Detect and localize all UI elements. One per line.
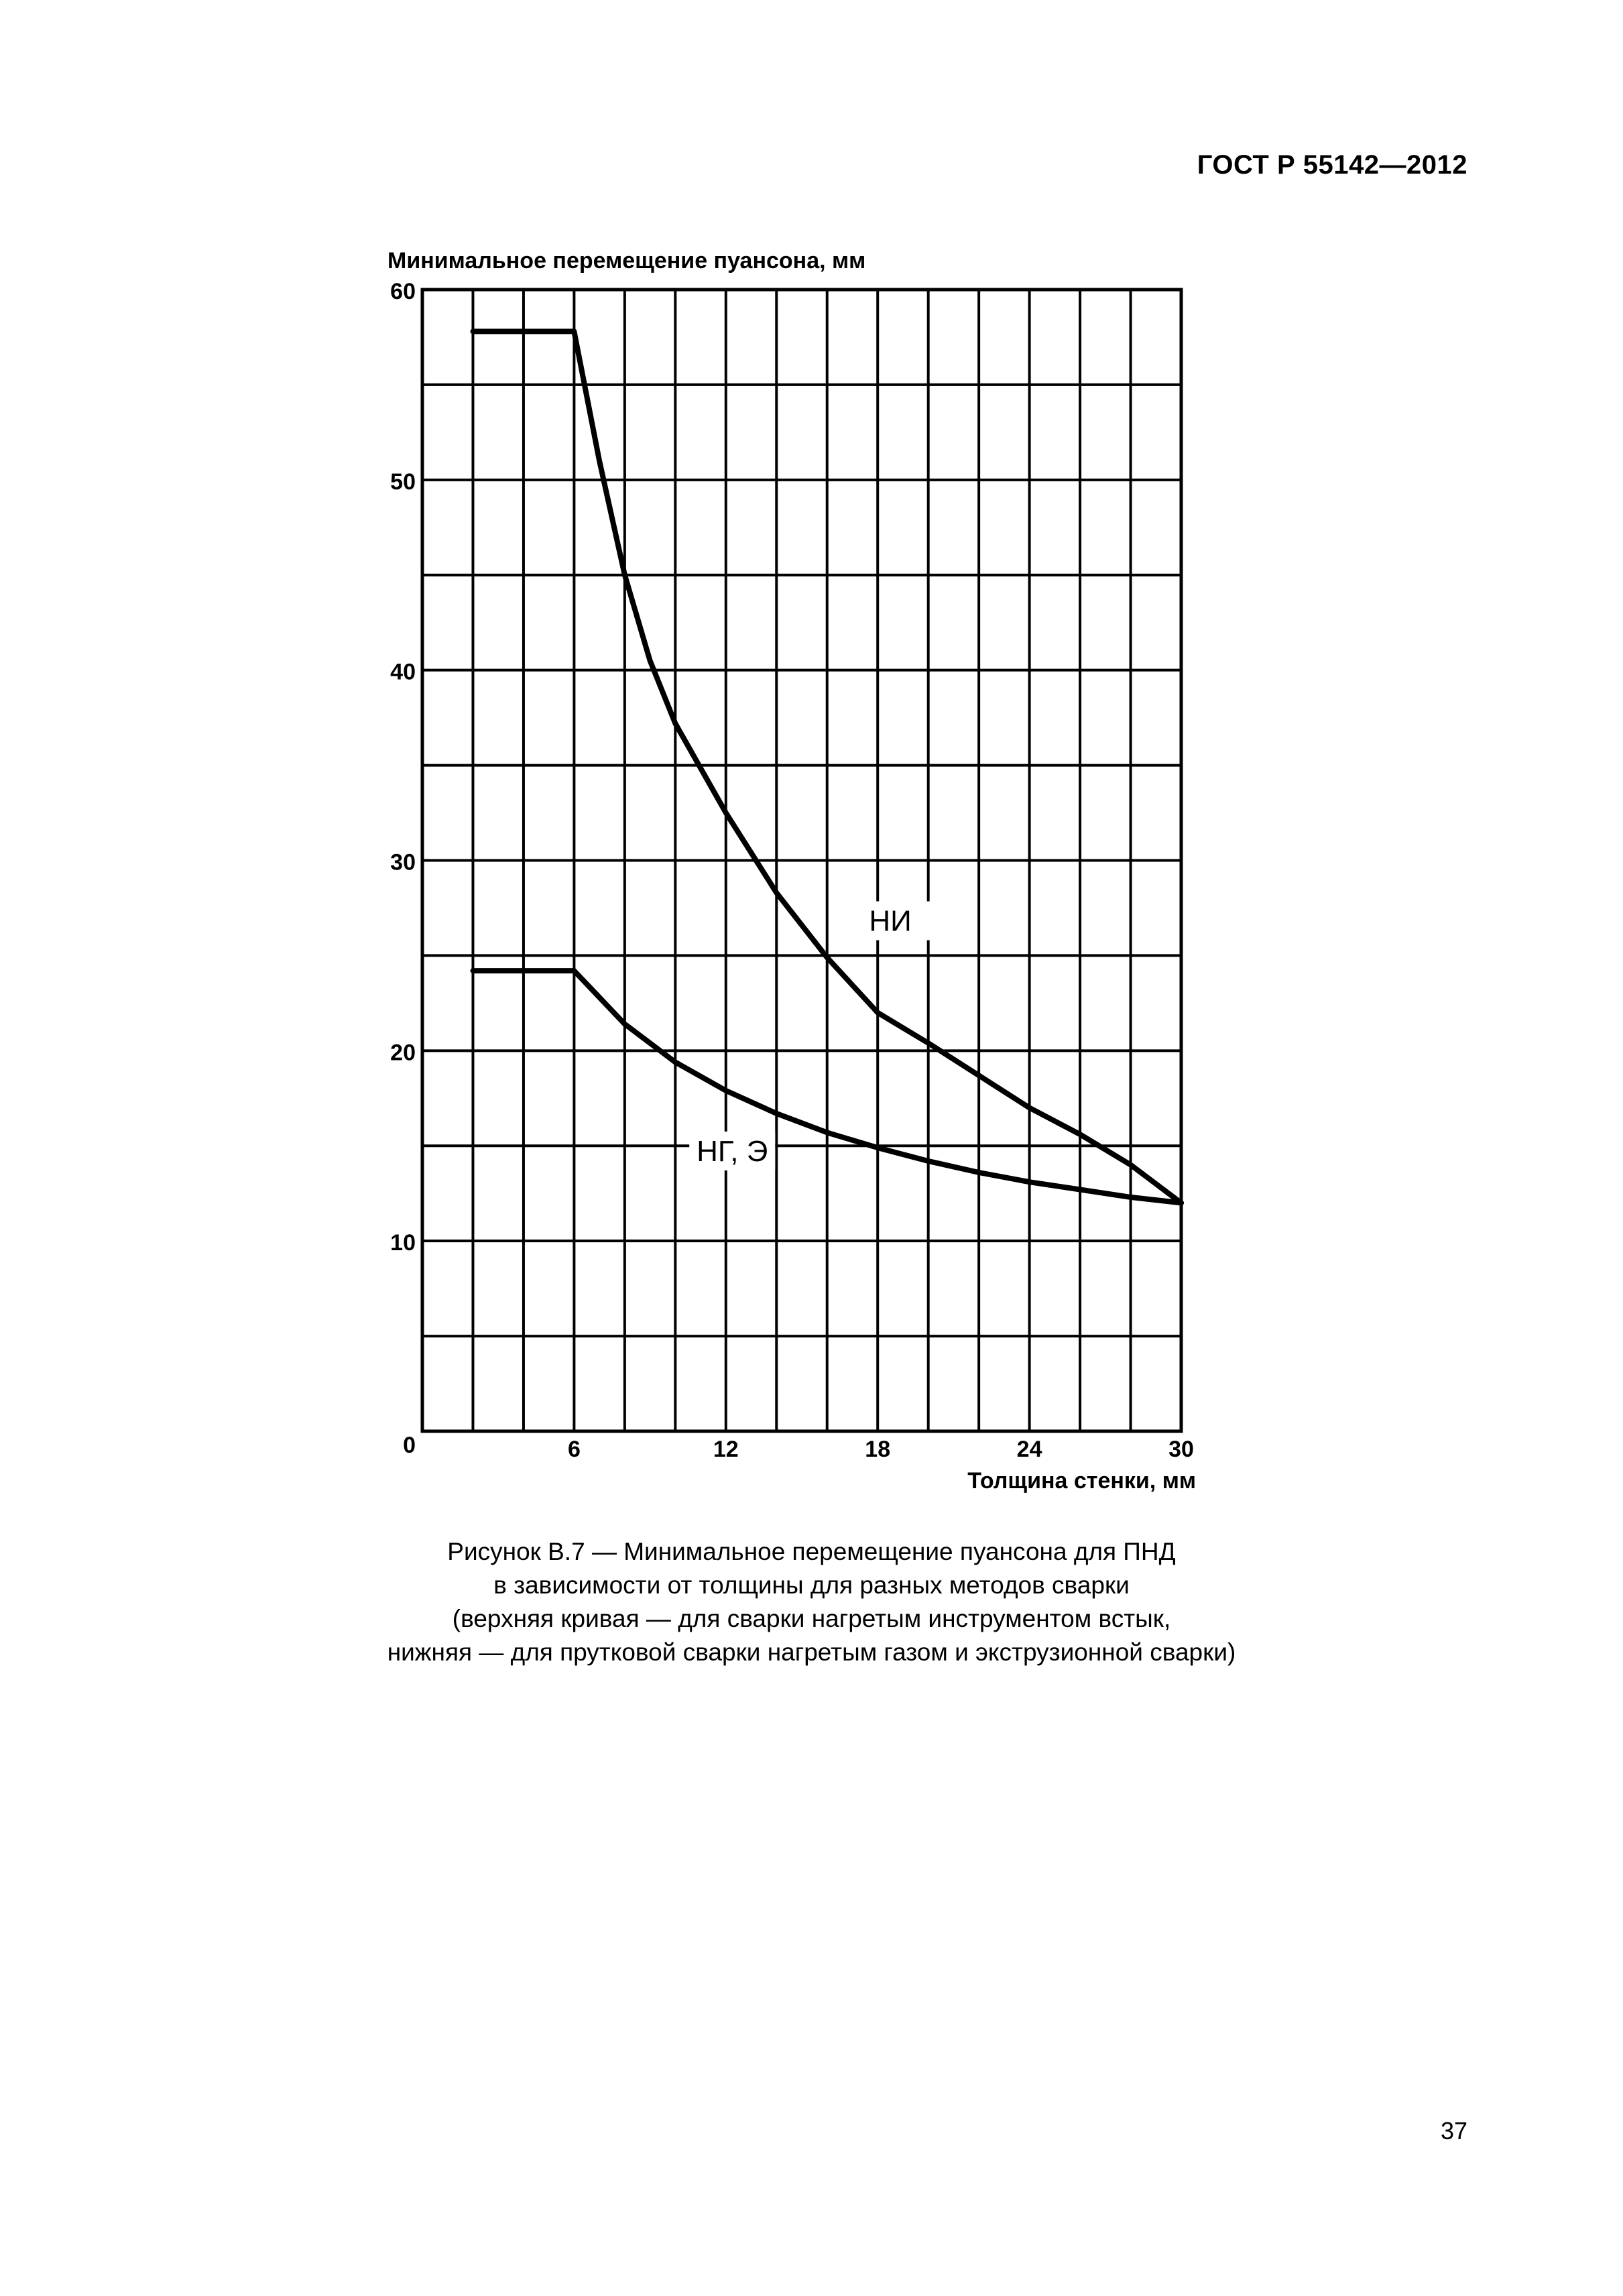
y-tick-label: 0 <box>403 1433 416 1458</box>
x-tick-label: 6 <box>568 1437 581 1462</box>
series-label-ng-e: НГ, Э <box>697 1135 768 1168</box>
y-tick-label: 50 <box>390 469 416 495</box>
figure-caption: Рисунок В.7 — Минимальное перемещение пу… <box>0 1535 1623 1669</box>
plot-frame <box>420 288 1183 1433</box>
x-tick-label: 12 <box>713 1437 739 1462</box>
y-axis-title: Минимальное перемещение пуансона, мм <box>387 248 865 274</box>
y-tick-label: 20 <box>390 1040 416 1065</box>
y-tick-label: 30 <box>390 850 416 875</box>
y-tick-label: 60 <box>390 279 416 304</box>
caption-line: Рисунок В.7 — Минимальное перемещение пу… <box>447 1538 1176 1565</box>
x-tick-label: 18 <box>865 1437 890 1462</box>
series-label-ni: НИ <box>869 905 911 938</box>
page-number: 37 <box>1440 2117 1467 2144</box>
series-label-bg <box>849 901 933 941</box>
series-line-ng-e <box>470 968 1184 1206</box>
caption-line: нижняя — для прутковой сварки нагретым г… <box>387 1638 1236 1666</box>
y-tick-label: 10 <box>390 1230 416 1256</box>
document-header: ГОСТ Р 55142—2012 <box>1197 150 1467 180</box>
x-axis-title: Толщина стенки, мм <box>967 1468 1196 1494</box>
x-tick-label: 24 <box>1017 1437 1042 1462</box>
x-tick-label: 30 <box>1168 1437 1194 1462</box>
y-tick-label: 40 <box>390 660 416 685</box>
series-line-ni <box>470 328 1184 1206</box>
caption-line: в зависимости от толщины для разных мето… <box>493 1571 1130 1599</box>
caption-line: (верхняя кривая — для сварки нагретым ин… <box>452 1605 1171 1632</box>
series-label-bg <box>689 1131 776 1170</box>
